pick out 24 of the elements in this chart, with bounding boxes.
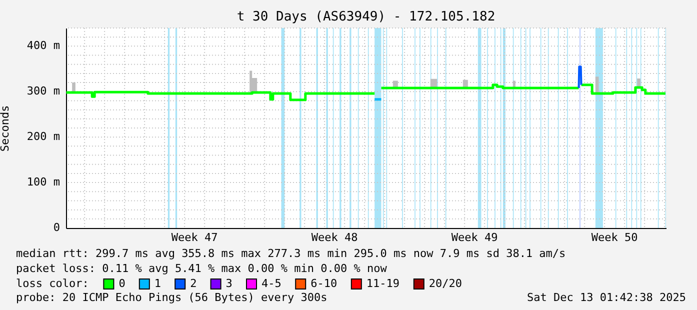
legend-label: 0 [118, 277, 126, 290]
y-tick-label: 400 m [26, 39, 60, 52]
x-tick-label: Week 47 [171, 231, 218, 244]
y-tick-label: 300 m [26, 84, 60, 98]
text: packet loss: 0.11 % avg 5.41 % max 0.00 % min 0.00 % now [16, 262, 388, 275]
legend-label: 11-19 [366, 277, 400, 290]
legend-label: 3 [226, 277, 232, 290]
text: probe: 20 ICMP Echo Pings (56 Bytes) every 300s [16, 291, 328, 304]
y-tick-label: 200 m [26, 130, 60, 144]
text: Sat Dec 13 01:42:38 2025 [527, 291, 686, 304]
legend-label: 2 [190, 277, 197, 290]
y-axis-title: Seconds [0, 105, 12, 152]
legend-label: 6-10 [310, 277, 338, 290]
legend-label: 20/20 [428, 277, 462, 290]
legend-label: 1 [154, 277, 162, 290]
chart-title: t 30 Days (AS63949) - 172.105.182 [236, 10, 496, 24]
y-tick-label: 100 m [26, 176, 60, 189]
legend-label: 4-5 [262, 277, 282, 290]
y-tick-label: 0 [53, 221, 60, 234]
legend-title: loss color: [16, 277, 89, 290]
x-tick-label: Week 50 [591, 231, 638, 244]
text: median rtt: 299.7 ms avg 355.8 ms max 277.3 ms min 295.0 ms now 7.9 ms sd 38.1 am/s [16, 247, 566, 260]
x-tick-label: Week 49 [451, 231, 498, 244]
x-tick-label: Week 48 [311, 231, 358, 244]
